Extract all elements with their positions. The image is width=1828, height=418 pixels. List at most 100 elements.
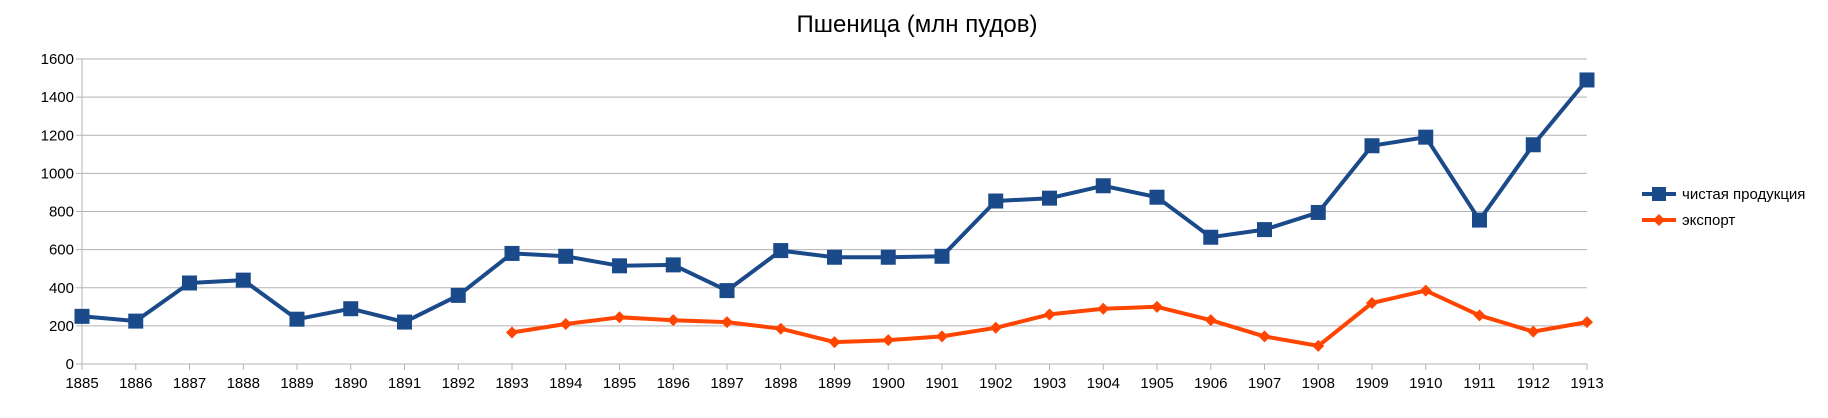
y-tick-label: 1600 [41, 51, 74, 68]
data-point [397, 314, 412, 330]
data-point [235, 272, 251, 288]
data-point [128, 313, 144, 329]
x-tick-label: 1904 [1087, 375, 1120, 392]
data-point [1419, 284, 1432, 297]
x-tick-label: 1898 [764, 375, 797, 392]
x-tick-label: 1901 [925, 375, 958, 392]
data-point [1151, 300, 1163, 313]
legend: чистая продукция экспорт [1642, 186, 1805, 229]
x-tick-label: 1911 [1463, 375, 1495, 392]
x-tick-label: 1890 [334, 375, 367, 392]
data-point [1312, 339, 1325, 352]
data-point [667, 314, 680, 327]
data-point [74, 308, 90, 324]
x-tick-label: 1892 [442, 375, 475, 392]
data-point [182, 275, 197, 291]
data-point [1579, 72, 1595, 88]
data-point [1310, 204, 1326, 220]
legend-marker-1 [1653, 214, 1665, 226]
y-tick-label: 600 [49, 242, 74, 259]
x-tick-label: 1913 [1570, 375, 1603, 392]
data-point [665, 257, 681, 273]
data-point [1581, 316, 1593, 329]
data-point [1042, 190, 1057, 206]
x-tick-label: 1894 [549, 375, 582, 392]
x-tick-label: 1897 [710, 375, 743, 392]
data-point [504, 245, 520, 261]
data-point [1472, 212, 1487, 228]
y-tick-label: 800 [49, 204, 74, 221]
y-tick-label: 400 [49, 280, 74, 297]
data-point [988, 193, 1004, 209]
legend-label-1: экспорт [1682, 212, 1735, 229]
x-tick-label: 1885 [65, 375, 98, 392]
x-tick-label: 1891 [388, 375, 421, 392]
data-point [882, 334, 895, 347]
data-point [1364, 138, 1380, 154]
data-point [828, 336, 841, 349]
data-point [1525, 137, 1541, 153]
data-point [934, 248, 950, 264]
data-point [1473, 309, 1486, 322]
y-tick-label: 1200 [41, 127, 74, 144]
x-tick-label: 1910 [1409, 375, 1442, 392]
x-tick-label: 1900 [872, 375, 905, 392]
data-point [719, 283, 735, 299]
data-point [1257, 222, 1272, 238]
x-tick-label: 1886 [119, 375, 152, 392]
x-tick-label: 1907 [1248, 375, 1281, 392]
y-tick-label: 200 [49, 318, 74, 335]
axes: 0 200 400 600 800 1000 1200 1400 1600 1885 1886 188… [41, 51, 1604, 392]
x-tick-label: 1893 [495, 375, 528, 392]
x-tick-label: 1889 [280, 375, 313, 392]
x-tick-label: 1888 [227, 375, 260, 392]
series-line-0 [81, 78, 1589, 325]
x-tick-label: 1908 [1302, 375, 1335, 392]
data-point [773, 243, 789, 259]
data-point [1527, 325, 1540, 338]
x-tick-label: 1902 [979, 375, 1012, 392]
data-point [1097, 302, 1110, 315]
data-point [1043, 308, 1056, 321]
data-point [1366, 297, 1378, 309]
data-point [1095, 178, 1111, 194]
data-point [506, 326, 518, 339]
data-point [721, 316, 733, 329]
y-tick-label: 1400 [41, 89, 74, 106]
data-point [559, 317, 572, 330]
x-tick-label: 1895 [603, 375, 636, 392]
y-tick-label: 0 [66, 356, 74, 373]
data-point [343, 301, 359, 317]
data-point [774, 322, 787, 335]
data-point [880, 249, 896, 265]
chart-title: Пшеница (млн пудов) [797, 11, 1038, 38]
x-tick-label: 1912 [1517, 375, 1550, 392]
data-point [1204, 314, 1217, 327]
data-point [827, 249, 842, 265]
x-tick-label: 1909 [1355, 375, 1388, 392]
x-tick-label: 1905 [1140, 375, 1173, 392]
x-tick-label: 1903 [1033, 375, 1066, 392]
data-point [1258, 330, 1271, 343]
x-tick-label: 1896 [657, 375, 690, 392]
data-point [1149, 189, 1165, 205]
data-point [612, 258, 627, 274]
data-point [289, 311, 305, 327]
data-point [450, 287, 466, 303]
grid-lines [82, 58, 1587, 365]
legend-marker-0 [1652, 187, 1666, 201]
data-point [613, 311, 626, 324]
series-layer [74, 72, 1595, 352]
data-point [1203, 229, 1219, 245]
data-point [989, 321, 1002, 334]
x-tick-label: 1899 [818, 375, 851, 392]
legend-label-0: чистая продукция [1682, 186, 1805, 203]
x-tick-label: 1887 [173, 375, 206, 392]
y-tick-label: 1000 [41, 165, 74, 182]
data-point [936, 330, 948, 343]
x-tick-label: 1906 [1194, 375, 1227, 392]
data-point [558, 248, 574, 264]
data-point [1418, 129, 1434, 145]
